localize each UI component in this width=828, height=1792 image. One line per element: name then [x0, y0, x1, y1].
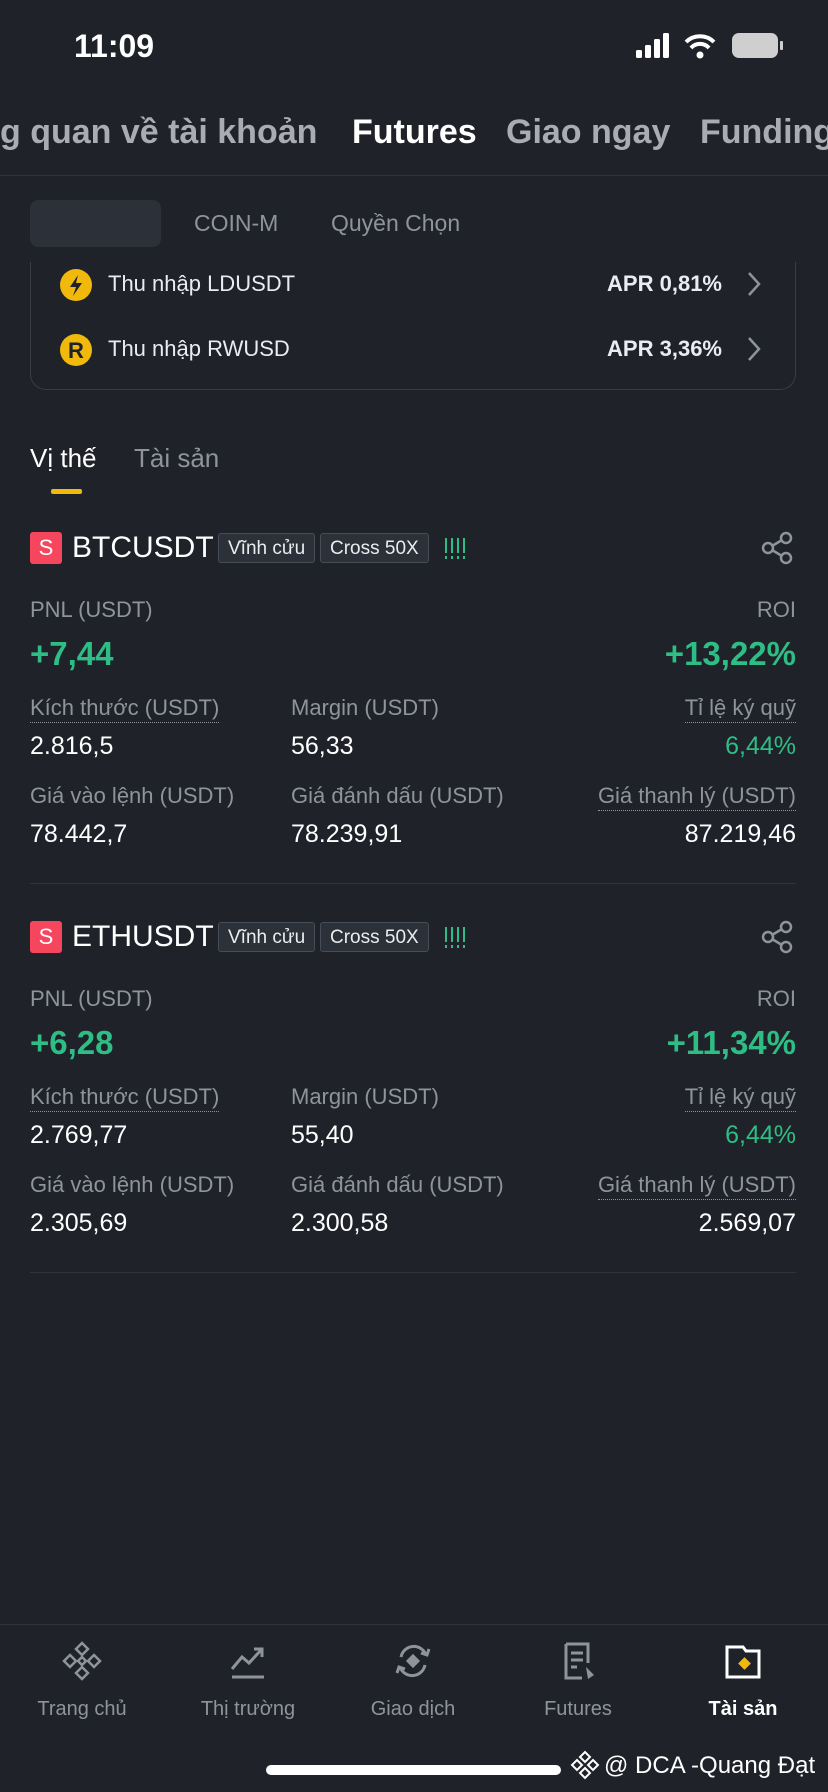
top-tab[interactable]: g quan về tài khoản: [0, 113, 318, 151]
roi-value: +13,22%: [664, 635, 796, 672]
sub-tab[interactable]: Quyền Chọn: [331, 210, 461, 236]
nav-icon: [725, 1645, 761, 1679]
nav-icon: [564, 1642, 594, 1680]
tag: Vĩnh cửu: [218, 533, 316, 563]
top-tab[interactable]: Giao ngay: [506, 113, 671, 151]
field-label: Giá thanh lý (USDT): [597, 1174, 796, 1200]
svg-text:R: R: [68, 338, 84, 363]
status-icons: [636, 33, 783, 59]
nav-label[interactable]: Tài sản: [708, 1698, 778, 1720]
sub-tab[interactable]: COIN-M: [194, 210, 279, 236]
field-label: Kích thước (USDT): [30, 1086, 220, 1112]
field-label: Giá đánh dấu (USDT): [291, 1172, 504, 1197]
field-label: Tỉ lệ ký quỹ: [684, 1086, 796, 1112]
earn-label: Thu nhập LDUSDT: [108, 271, 296, 296]
field-value: 2.569,07: [698, 1209, 796, 1237]
signal: [445, 538, 465, 559]
earn-icons: R: [60, 269, 92, 366]
nav-label[interactable]: Thị trường: [200, 1698, 296, 1720]
field-label: Giá đánh dấu (USDT): [291, 783, 504, 808]
nav-divider: [0, 1624, 828, 1625]
tag: Cross 50X: [320, 533, 429, 563]
row-divider: [30, 1272, 796, 1273]
pnl-label: PNL (USDT): [30, 597, 153, 622]
symbol: BTCUSDT: [72, 531, 214, 564]
nav-icon: [395, 1644, 431, 1678]
nav-label[interactable]: Trang chủ: [37, 1698, 127, 1720]
earn-apr: APR 3,36%: [607, 336, 722, 361]
tag: Cross 50X: [320, 922, 429, 952]
roi-label: ROI: [756, 597, 796, 622]
earn-card: [30, 262, 796, 390]
chevron: [748, 272, 761, 296]
earn-label: Thu nhập RWUSD: [108, 336, 290, 361]
field-value: 87.219,46: [684, 820, 796, 848]
tab-underline: [51, 489, 82, 494]
field-value: 2.300,58: [291, 1209, 389, 1237]
position-tab[interactable]: Vị thế: [30, 443, 97, 473]
status-time: 11:09: [74, 28, 155, 64]
field-value: 6,44%: [725, 1121, 796, 1149]
field-label: Giá thanh lý (USDT): [597, 785, 796, 811]
top-tab[interactable]: Futures: [352, 113, 477, 151]
roi-value: +11,34%: [666, 1024, 796, 1061]
pnl-value: +6,28: [30, 1024, 114, 1061]
roi-label: ROI: [756, 986, 796, 1011]
field-value: 78.239,91: [291, 820, 403, 848]
position-tab[interactable]: Tài sản: [134, 443, 220, 473]
share-icon: [761, 531, 793, 565]
sub-tab-pill: [30, 200, 161, 247]
field-value: 2.769,77: [30, 1121, 128, 1149]
share-icon: [761, 920, 793, 954]
field-value: 55,40: [291, 1121, 354, 1149]
nav-icon: [62, 1641, 102, 1681]
field-label: Tỉ lệ ký quỹ: [684, 697, 796, 723]
field-label: Margin (USDT): [291, 695, 439, 720]
side-badge: S: [30, 532, 62, 564]
field-label: Kích thước (USDT): [30, 697, 220, 723]
nav-icon: [230, 1647, 264, 1679]
divider: [0, 175, 828, 176]
pnl-label: PNL (USDT): [30, 986, 153, 1011]
nav-label[interactable]: Futures: [544, 1698, 612, 1720]
field-value: 78.442,7: [30, 820, 128, 848]
field-label: Giá vào lệnh (USDT): [30, 783, 235, 808]
field-value: 6,44%: [725, 732, 796, 760]
field-value: 56,33: [291, 732, 354, 760]
pnl-value: +7,44: [30, 635, 114, 672]
watermark-logo: [570, 1750, 600, 1780]
field-value: 2.305,69: [30, 1209, 128, 1237]
nav-label[interactable]: Giao dịch: [370, 1698, 456, 1720]
tag: Vĩnh cửu: [218, 922, 316, 952]
home-indicator: [266, 1765, 561, 1775]
symbol: ETHUSDT: [72, 920, 214, 953]
side-badge: S: [30, 921, 62, 953]
top-tab[interactable]: Funding: [700, 113, 828, 151]
chevron: [748, 337, 761, 361]
field-value: 2.816,5: [30, 732, 114, 760]
watermark: @ DCA -Quang Đạt: [604, 1752, 816, 1779]
earn-apr: APR 0,81%: [607, 271, 722, 296]
field-label: Giá vào lệnh (USDT): [30, 1172, 235, 1197]
field-label: Margin (USDT): [291, 1084, 439, 1109]
signal: [445, 927, 465, 948]
row-divider: [30, 883, 796, 884]
